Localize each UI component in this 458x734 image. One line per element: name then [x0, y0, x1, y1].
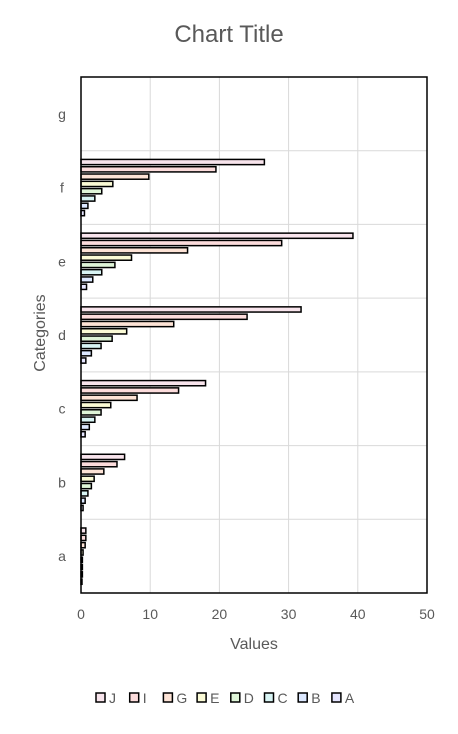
y-tick-label: e: [58, 253, 66, 269]
bar-G-b: [80, 468, 105, 475]
bar-C-b: [80, 490, 89, 497]
bar-C-e: [80, 268, 103, 276]
legend-label-J: J: [109, 690, 116, 706]
x-tick-label: 10: [142, 606, 158, 622]
bar-D-e: [80, 261, 116, 269]
legend-swatch-G: [162, 692, 174, 703]
bar-G-e: [80, 246, 189, 254]
bar-J-d: [80, 306, 302, 313]
legend-swatch-B: [297, 692, 308, 703]
bar-B-c: [80, 423, 91, 431]
bar-E-b: [80, 475, 95, 483]
bar-C-f: [80, 195, 96, 202]
bar-J-c: [80, 379, 207, 387]
x-axis-title: Values: [230, 636, 278, 653]
legend-swatch-E: [196, 692, 207, 703]
x-tick-label: 50: [419, 606, 435, 622]
bar-D-c: [80, 409, 102, 416]
legend-label-G: G: [176, 690, 187, 706]
legend-swatch-A: [331, 692, 342, 703]
legend-swatch-J: [95, 692, 106, 703]
bar-D-b: [80, 482, 93, 490]
legend-label-C: C: [278, 690, 288, 706]
bar-E-e: [80, 254, 133, 261]
bar-I-b: [80, 460, 118, 468]
bar-B-f: [80, 202, 89, 210]
bar-I-d: [80, 313, 248, 321]
legend-label-D: D: [244, 690, 254, 706]
legend-label-A: A: [345, 690, 355, 706]
bar-B-e: [80, 276, 94, 283]
bar-E-d: [80, 328, 128, 335]
chart-title: Chart Title: [174, 21, 283, 48]
legend-label-E: E: [210, 690, 219, 706]
bar-J-f: [80, 158, 266, 166]
bars: [80, 158, 354, 586]
bar-G-d: [80, 320, 175, 328]
bar-C-c: [80, 416, 96, 424]
x-tick-label: 30: [281, 606, 297, 622]
x-tick-label: 20: [212, 606, 228, 622]
x-tick-label: 0: [77, 606, 85, 622]
bar-G-f: [80, 173, 150, 180]
y-axis-title: Categories: [32, 294, 49, 371]
y-tick-label: g: [58, 106, 66, 122]
legend-swatch-D: [230, 692, 241, 703]
bar-I-e: [80, 239, 283, 247]
bar-J-b: [80, 453, 126, 461]
plot-area-border: [80, 76, 428, 594]
y-tick-label: a: [58, 548, 66, 564]
x-tick-label: 40: [350, 606, 366, 622]
bar-I-c: [80, 387, 180, 394]
legend-label-I: I: [143, 690, 147, 706]
bar-E-c: [80, 401, 112, 409]
bar-D-d: [80, 335, 113, 342]
gridlines: [81, 77, 428, 593]
bar-G-c: [80, 394, 138, 402]
bar-C-d: [80, 342, 102, 350]
bar-B-d: [80, 349, 93, 357]
legend-label-B: B: [311, 690, 320, 706]
bar-I-f: [80, 165, 217, 173]
legend-swatch-C: [263, 692, 275, 703]
bar-D-f: [80, 187, 103, 195]
legend-swatch-I: [128, 692, 140, 703]
y-tick-label: c: [59, 401, 66, 417]
y-tick-label: f: [60, 180, 64, 196]
bar-J-e: [80, 232, 354, 240]
y-tick-label: d: [58, 327, 66, 343]
axes: 0 10 20 30 40 50 a b c d e f g: [58, 76, 435, 622]
y-tick-label: b: [58, 474, 66, 490]
bar-E-f: [80, 180, 114, 188]
bar-A-e: [80, 283, 88, 291]
